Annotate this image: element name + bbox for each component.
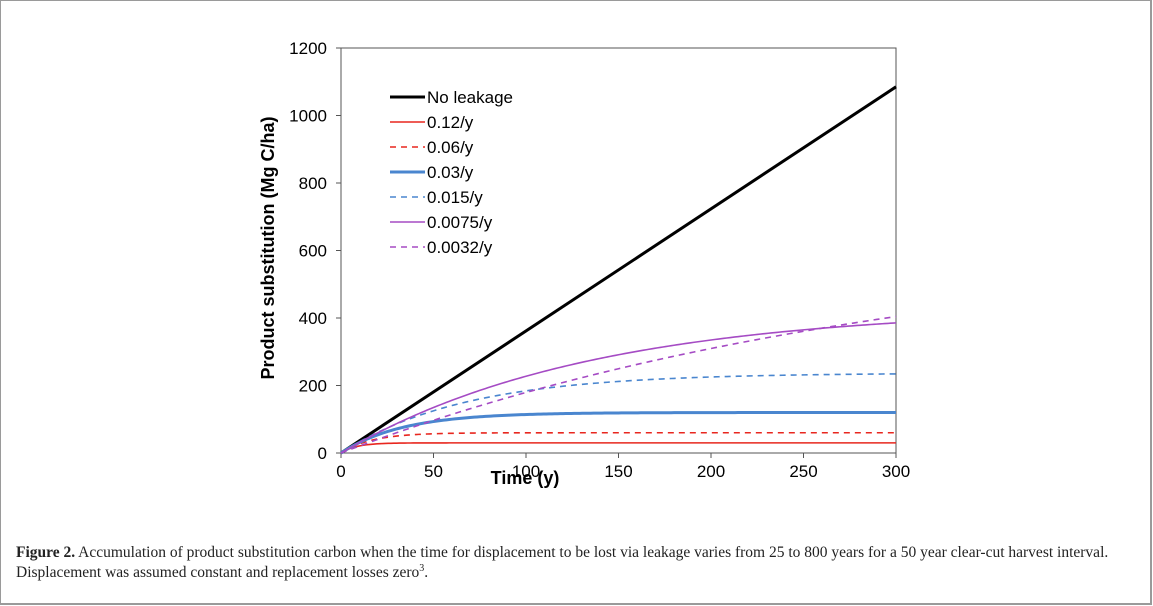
series-line-0 xyxy=(340,85,897,455)
legend-label-6: 0.0032/y xyxy=(427,238,493,257)
y-tick-label: 0 xyxy=(318,444,327,463)
x-tick-label: 150 xyxy=(604,462,632,481)
figure-caption: Figure 2. Accumulation of product substi… xyxy=(16,543,1126,583)
chart-axes: 0 50 100 150 200 250 300 0 200 400 600 800 1000 1200 xyxy=(289,39,910,481)
x-tick-label: 0 xyxy=(336,462,345,481)
series-layer xyxy=(340,85,897,455)
legend-label-2: 0.06/y xyxy=(427,138,474,157)
legend-label-0: No leakage xyxy=(427,88,513,107)
x-tick-label: 300 xyxy=(882,462,910,481)
x-axis-label: Time (y) xyxy=(491,468,560,488)
legend-label-3: 0.03/y xyxy=(427,163,474,182)
x-tick-label: 250 xyxy=(789,462,817,481)
y-tick-label: 600 xyxy=(299,242,327,261)
x-tick-label: 200 xyxy=(697,462,725,481)
y-tick-label: 1200 xyxy=(289,39,327,58)
caption-text: Accumulation of product substitution car… xyxy=(16,544,1109,581)
y-tick-label: 200 xyxy=(299,377,327,396)
series-line-5 xyxy=(340,322,897,454)
legend-label-5: 0.0075/y xyxy=(427,213,493,232)
plot-area xyxy=(340,47,897,454)
figure-label: Figure 2. xyxy=(16,544,76,561)
x-tick-label: 50 xyxy=(424,462,443,481)
chart-legend: No leakage 0.12/y 0.06/y 0.03/y 0.015/y 0.007… xyxy=(390,88,513,257)
caption-end: . xyxy=(424,564,429,581)
legend-label-1: 0.12/y xyxy=(427,113,474,132)
y-tick-label: 800 xyxy=(299,174,327,193)
x-tick-label: 100 xyxy=(512,462,540,481)
caption-footnote: 3 xyxy=(419,562,425,574)
series-line-6 xyxy=(340,315,897,454)
series-line-3 xyxy=(340,411,897,455)
series-line-1 xyxy=(340,442,896,454)
series-line-2 xyxy=(340,431,896,454)
legend-label-4: 0.015/y xyxy=(427,188,483,207)
series-line-4 xyxy=(340,373,897,454)
y-axis-label: Product substitution (Mg C/ha) xyxy=(258,117,278,380)
line-chart: 0 50 100 150 200 250 300020040060080010001200 … xyxy=(258,39,910,488)
y-tick-label: 400 xyxy=(299,309,327,328)
y-tick-label: 1000 xyxy=(289,107,327,126)
